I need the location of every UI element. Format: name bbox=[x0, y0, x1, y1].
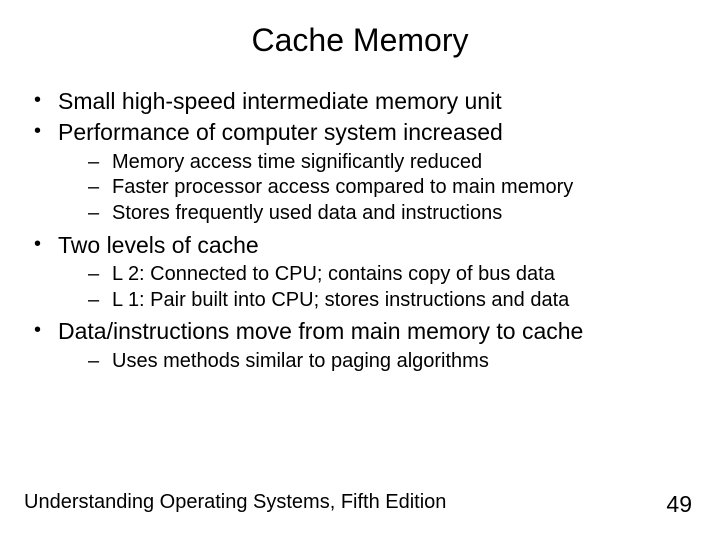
slide-title: Cache Memory bbox=[0, 0, 720, 69]
footer-text: Understanding Operating Systems, Fifth E… bbox=[24, 491, 446, 514]
bullet-text: Small high-speed intermediate memory uni… bbox=[58, 88, 502, 114]
bullet-l2: Uses methods similar to paging algorithm… bbox=[58, 349, 696, 375]
slide: Cache Memory Small high-speed intermedia… bbox=[0, 0, 720, 540]
bullet-l2: L 1: Pair built into CPU; stores instruc… bbox=[58, 288, 696, 314]
bullet-l1: Two levels of cache L 2: Connected to CP… bbox=[24, 231, 696, 314]
bullet-l1: Performance of computer system increased… bbox=[24, 118, 696, 226]
bullet-text: Data/instructions move from main memory … bbox=[58, 318, 583, 344]
bullet-l2: Stores frequently used data and instruct… bbox=[58, 201, 696, 227]
page-number: 49 bbox=[666, 491, 692, 518]
slide-body: Small high-speed intermediate memory uni… bbox=[0, 69, 720, 374]
bullet-text: Two levels of cache bbox=[58, 232, 259, 258]
bullet-text: Performance of computer system increased bbox=[58, 119, 503, 145]
bullet-l2: Memory access time significantly reduced bbox=[58, 150, 696, 176]
bullet-l1: Small high-speed intermediate memory uni… bbox=[24, 87, 696, 116]
bullet-l2: L 2: Connected to CPU; contains copy of … bbox=[58, 262, 696, 288]
bullet-l2: Faster processor access compared to main… bbox=[58, 175, 696, 201]
bullet-l1: Data/instructions move from main memory … bbox=[24, 317, 696, 374]
